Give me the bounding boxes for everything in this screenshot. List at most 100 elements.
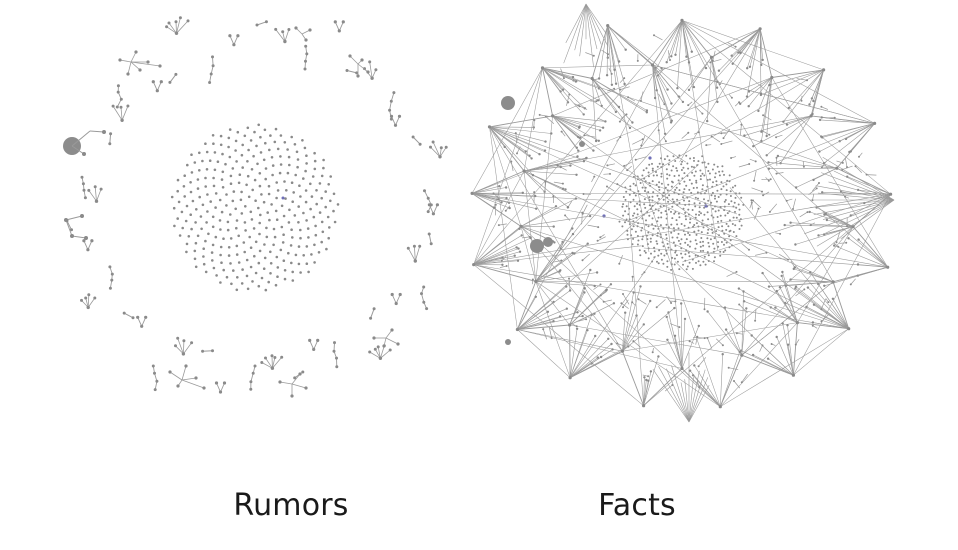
cascade-edge [793, 328, 849, 376]
core-node [719, 214, 722, 217]
isolated-node [315, 202, 319, 206]
network-node [298, 372, 302, 376]
cascade-node [586, 242, 589, 245]
cascade-node [792, 208, 794, 210]
cascade-node [516, 259, 520, 262]
cascade-node [566, 206, 569, 209]
cascade-edge [471, 193, 495, 208]
core-node [729, 190, 732, 193]
cascade-edge [759, 28, 773, 78]
isolated-node [219, 281, 222, 284]
cascade-edge [542, 67, 586, 109]
core-node [680, 223, 683, 225]
cascade-node [823, 284, 826, 287]
isolated-node [235, 219, 239, 222]
cascade-node [345, 69, 349, 72]
core-node [686, 162, 689, 165]
isolated-node [314, 233, 318, 237]
network-node [194, 376, 198, 380]
isolated-node [248, 235, 251, 239]
cascade-edge [272, 357, 283, 369]
core-node [699, 178, 702, 181]
core-node [634, 194, 637, 197]
cascade-node [174, 344, 177, 348]
isolated-node [304, 189, 308, 192]
cascade-node [785, 199, 788, 202]
cascade-edge [471, 193, 510, 209]
cascade-edge [560, 68, 565, 79]
cascade-node [739, 51, 742, 55]
cascade-node [820, 166, 823, 169]
cascade-edge [792, 322, 798, 376]
cascade-edge [759, 28, 762, 94]
cascade-edge [618, 254, 623, 264]
isolated-node [302, 211, 305, 215]
core-node [701, 219, 704, 222]
cascade-node [748, 248, 750, 251]
cascade-node [610, 72, 613, 75]
cascade-node [696, 335, 699, 338]
cascade-edge [821, 160, 828, 168]
cascade-edge [759, 28, 763, 60]
cascade-node [617, 60, 621, 63]
cascade-edge [569, 346, 629, 378]
cascade-node [635, 314, 638, 317]
cascade-node [593, 284, 596, 288]
cascade-edge [857, 264, 888, 268]
cascade-node [574, 80, 577, 83]
cascade-edge [606, 25, 608, 76]
core-node [666, 260, 669, 263]
core-node [713, 163, 716, 166]
core-node [738, 213, 741, 216]
core-node [652, 174, 655, 177]
cascade-edge [681, 20, 834, 282]
cascade-node [697, 324, 700, 328]
cascade-edge [585, 3, 602, 45]
cascade-node [731, 62, 734, 65]
isolated-node [204, 176, 207, 180]
cascade-edge [87, 297, 96, 308]
cascade-node [802, 165, 805, 168]
cascade-edge [169, 371, 183, 381]
core-node [679, 242, 682, 245]
cascade-node [631, 275, 634, 278]
isolated-node [211, 225, 215, 229]
cascade-node [264, 356, 267, 360]
isolated-node [251, 188, 254, 192]
cascade-edge [755, 252, 767, 256]
cascade-edge [627, 123, 875, 222]
cascade-node [209, 72, 213, 76]
core-node [695, 261, 697, 264]
cascade-node [767, 161, 770, 164]
cascade-node [740, 123, 743, 126]
cascade-edge [220, 382, 225, 393]
isolated-node [275, 196, 278, 200]
cascade-edge [552, 115, 601, 131]
cascade-edge [775, 134, 783, 138]
core-node [718, 170, 721, 173]
cascade-edge [784, 224, 854, 227]
core-node [725, 189, 728, 192]
core-node [699, 241, 702, 244]
isolated-node [272, 243, 275, 247]
isolated-node [270, 156, 274, 159]
isolated-node [327, 236, 331, 240]
isolated-node [242, 241, 246, 244]
cascade-node [706, 119, 709, 123]
isolated-node [324, 205, 328, 209]
cascade-node [762, 194, 765, 197]
cascade-hub [472, 263, 476, 267]
cascade-edge [542, 67, 574, 78]
isolated-node [286, 148, 289, 151]
cascade-node [697, 365, 700, 368]
cascade-edge [489, 126, 534, 176]
cascade-edge [569, 324, 571, 378]
isolated-node [320, 174, 324, 178]
core-node [683, 199, 685, 202]
cascade-edge [578, 318, 587, 322]
cascade-node [753, 179, 756, 182]
core-node [689, 221, 691, 224]
core-node [668, 174, 671, 177]
isolated-node [258, 172, 262, 175]
core-node [698, 214, 700, 216]
